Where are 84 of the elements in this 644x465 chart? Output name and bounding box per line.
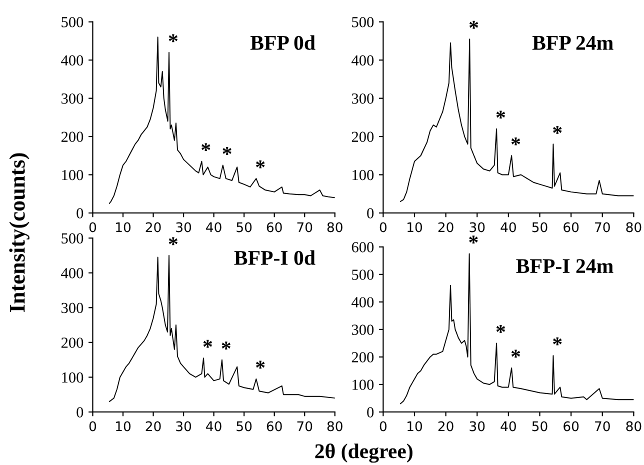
y-tick-label: 500 xyxy=(62,233,84,244)
x-tick-label: 50 xyxy=(532,222,548,232)
y-tick-label: 400 xyxy=(61,55,84,66)
y-tick-label: 300 xyxy=(352,324,374,335)
annotation: * xyxy=(511,350,520,358)
x-tick-label: 60 xyxy=(564,421,579,432)
annotation: * xyxy=(168,237,178,246)
x-tick-label: 80 xyxy=(626,421,642,432)
y-tick-label: 600 xyxy=(352,242,374,252)
annotation: * xyxy=(496,325,506,333)
annotation: * xyxy=(202,143,210,152)
annotation: * xyxy=(256,160,265,168)
x-tick-label: 50 xyxy=(236,421,252,432)
x-tick-label: 30 xyxy=(470,421,485,432)
y-tick-label: 0 xyxy=(76,407,84,418)
x-tick-label: 10 xyxy=(116,222,131,232)
y-tick-label: 400 xyxy=(352,55,374,66)
x-tick-label: 60 xyxy=(266,222,282,232)
y-tick-label: 100 xyxy=(62,372,84,383)
x-tick-label: 60 xyxy=(564,222,579,232)
x-tick-label: 60 xyxy=(266,421,282,432)
annotation: * xyxy=(203,340,212,348)
y-tick-label: 200 xyxy=(352,352,374,362)
y-tick-label: 500 xyxy=(352,270,374,280)
x-tick-label: 40 xyxy=(500,421,516,432)
chart-title: BFP-I 24m xyxy=(516,259,614,273)
x-tick-label: 70 xyxy=(595,421,610,432)
annotation: * xyxy=(469,236,478,244)
y-tick-label: 0 xyxy=(367,208,374,218)
y-tick-label: 100 xyxy=(62,170,84,180)
x-tick-label: 70 xyxy=(297,421,312,432)
annotation: * xyxy=(168,34,178,42)
x-tick-label: 40 xyxy=(500,222,516,232)
x-tick-label: 80 xyxy=(626,222,642,232)
y-tick-label: 500 xyxy=(62,16,84,28)
x-axis-title: 2θ (degree) xyxy=(315,444,412,463)
x-tick-label: 30 xyxy=(470,222,485,232)
annotation: * xyxy=(511,137,520,146)
y-tick-label: 500 xyxy=(352,16,374,28)
y-tick-label: 100 xyxy=(352,380,374,390)
x-tick-label: 0 xyxy=(380,222,386,232)
x-tick-label: 20 xyxy=(438,421,454,432)
x-tick-label: 0 xyxy=(380,421,386,432)
y-tick-label: 200 xyxy=(61,132,84,142)
y-tick-label: 300 xyxy=(62,302,84,314)
x-tick-label: 20 xyxy=(438,222,454,232)
x-tick-label: 20 xyxy=(146,421,161,432)
text: BFP 24m xyxy=(532,36,614,50)
x-tick-label: 50 xyxy=(532,421,548,432)
x-tick-label: 0 xyxy=(89,421,96,432)
y-tick-label: 0 xyxy=(76,208,84,218)
chart-title: BFP-I 0d xyxy=(234,250,316,265)
y-tick-label: 200 xyxy=(352,132,374,142)
y-tick-label: 200 xyxy=(61,338,84,348)
x-tick-label: 10 xyxy=(116,421,131,432)
x-tick-label: 0 xyxy=(89,222,96,232)
x-tick-label: 70 xyxy=(595,222,610,232)
x-tick-label: 10 xyxy=(408,222,422,232)
y-tick-label: 0 xyxy=(367,407,374,418)
y-tick-label: 400 xyxy=(61,268,84,278)
y-tick-label: 300 xyxy=(352,93,374,104)
annotation: * xyxy=(496,110,506,119)
x-tick-label: 70 xyxy=(297,222,312,232)
annotation: * xyxy=(553,337,562,346)
x-tick-label: 40 xyxy=(206,421,222,432)
y-tick-label: 400 xyxy=(352,297,374,308)
x-tick-label: 30 xyxy=(176,222,192,232)
annotation: * xyxy=(222,147,232,155)
annotation: * xyxy=(222,342,230,350)
y-tick-label: 300 xyxy=(62,93,84,104)
x-tick-label: 10 xyxy=(408,421,422,432)
x-tick-label: 40 xyxy=(206,222,222,232)
x-tick-label: 80 xyxy=(327,222,342,232)
annotation: * xyxy=(256,360,265,369)
x-tick-label: 80 xyxy=(327,421,342,432)
chart-title: BFP 0d xyxy=(250,35,316,50)
annotation: * xyxy=(469,20,478,29)
x-tick-label: 50 xyxy=(236,222,252,232)
annotation: * xyxy=(553,126,562,134)
line-series xyxy=(400,253,634,404)
x-tick-label: 20 xyxy=(146,222,161,232)
y-tick-label: 100 xyxy=(352,170,374,180)
x-tick-label: 30 xyxy=(176,421,192,432)
y-axis-title: Intensity(counts) xyxy=(9,153,30,312)
